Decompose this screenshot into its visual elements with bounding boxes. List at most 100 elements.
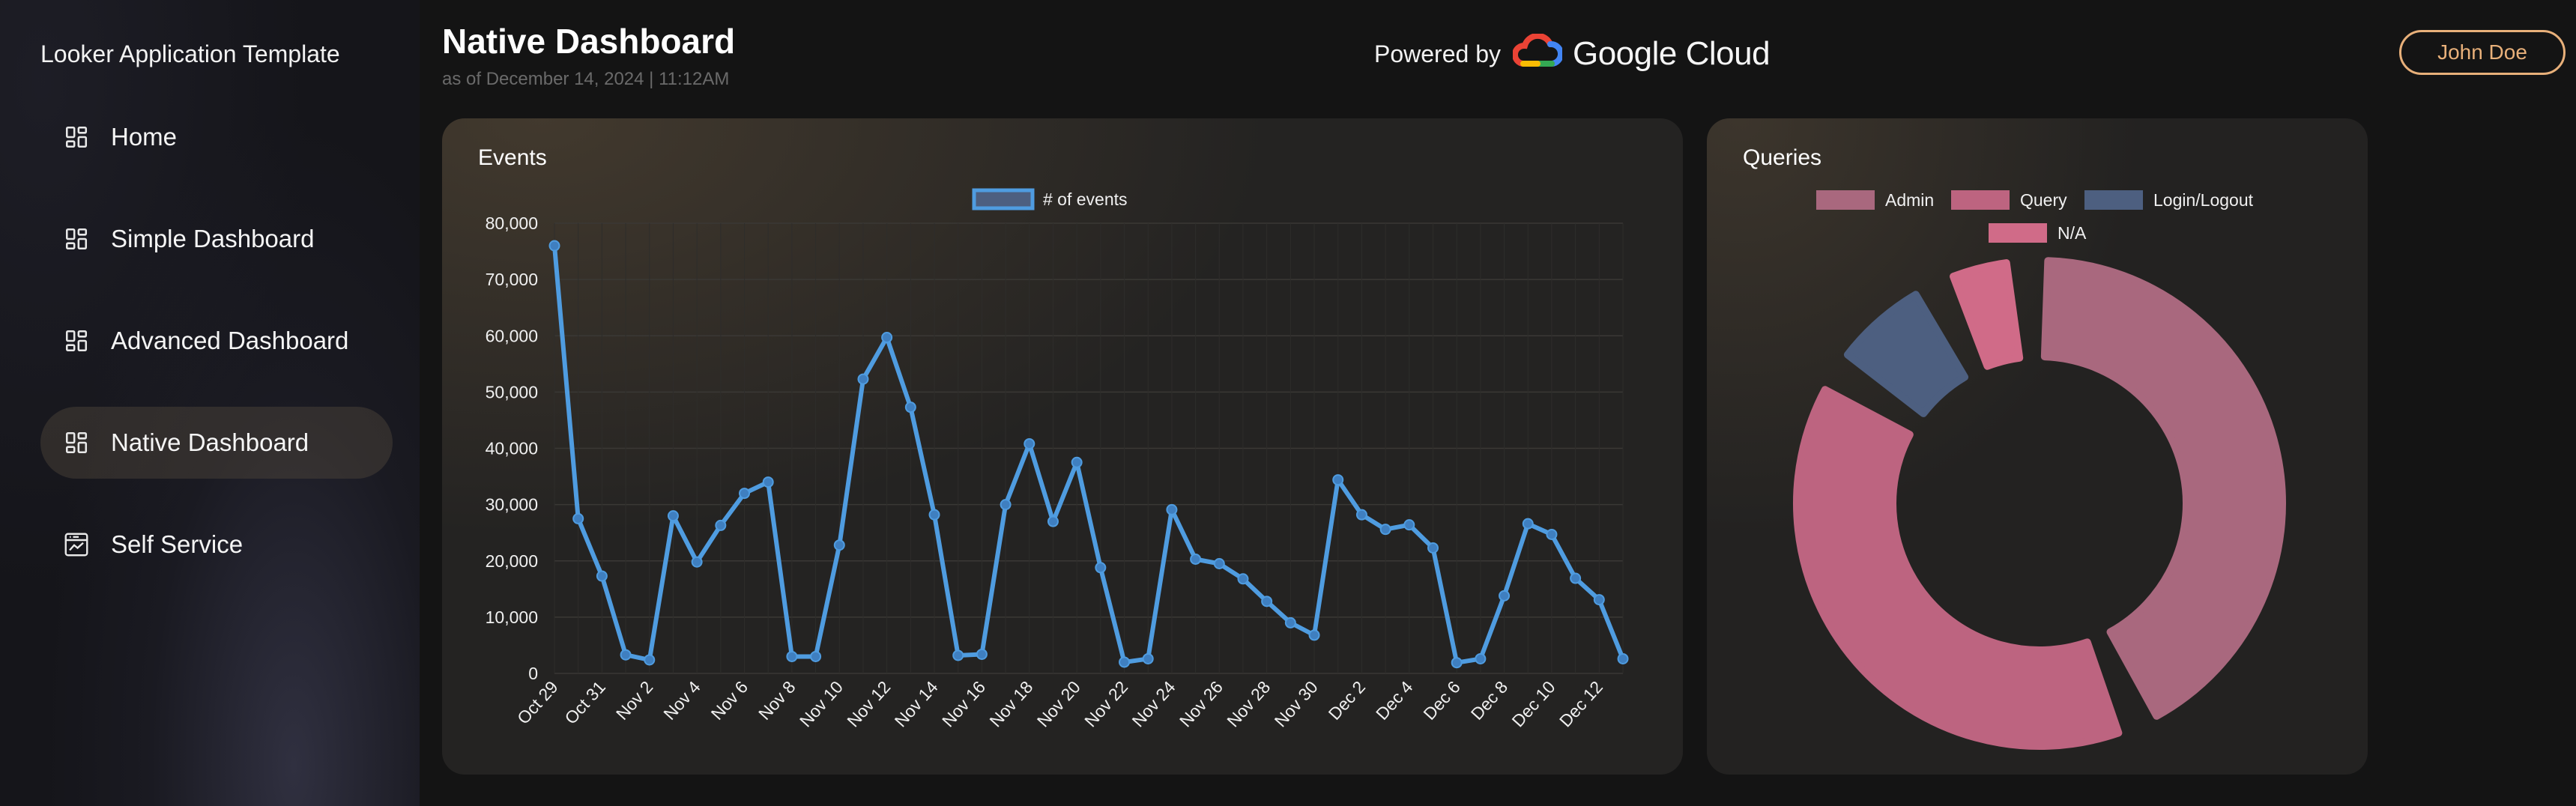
data-point: [1475, 652, 1487, 664]
data-point: [1142, 652, 1154, 664]
data-point: [1095, 562, 1107, 574]
x-tick-label: Nov 2: [612, 677, 657, 724]
x-tick-label: Nov 26: [1176, 677, 1227, 731]
sidebar: Looker Application Template Home Simple …: [0, 0, 420, 806]
y-tick-label: 80,000: [486, 213, 538, 233]
x-tick-label: Dec 8: [1467, 677, 1512, 724]
x-tick-label: Oct 31: [560, 677, 609, 728]
donut-slice-admin: [2040, 257, 2286, 720]
legend-swatch: [2084, 190, 2143, 210]
data-point: [1000, 499, 1012, 511]
legend-swatch: [1816, 190, 1875, 210]
series-line: [552, 245, 1625, 665]
x-tick-label: Nov 18: [985, 677, 1036, 731]
data-point: [1427, 542, 1439, 554]
x-tick-label: Nov 24: [1128, 677, 1179, 731]
events-line-chart: # of events 0 10,000 20,000 30,000 40,000 50,0…: [486, 188, 1629, 731]
analytics-icon: [63, 531, 90, 558]
sidebar-item-native-dashboard[interactable]: Native Dashboard: [40, 407, 393, 479]
queries-card-title: Queries: [1743, 145, 1822, 170]
powered-by: Powered by Google Cloud: [1374, 32, 1771, 75]
data-point: [1284, 616, 1296, 628]
sidebar-item-label: Native Dashboard: [111, 428, 309, 456]
sidebar-item-home[interactable]: Home: [40, 101, 393, 173]
data-point: [1024, 437, 1035, 449]
data-point: [976, 648, 988, 660]
donut-slice-login-logout: [1843, 291, 1969, 417]
sidebar-item-label: Simple Dashboard: [111, 225, 315, 252]
dashboard-icon: [63, 124, 90, 151]
data-point: [691, 556, 703, 568]
x-tick-label: Nov 20: [1033, 677, 1084, 731]
queries-legend: Admin Query Login/Logout N/A: [1816, 190, 2254, 243]
x-tick-label: Nov 8: [755, 677, 799, 724]
page-subtitle: as of December 14, 2024 | 11:12AM: [442, 69, 730, 89]
x-tick-label: Nov 22: [1080, 677, 1131, 731]
sidebar-item-simple-dashboard[interactable]: Simple Dashboard: [40, 203, 393, 275]
x-tick-label: Nov 28: [1223, 677, 1274, 731]
legend-swatch: [1989, 223, 2047, 243]
data-point: [833, 539, 845, 551]
events-card-title: Events: [478, 145, 547, 170]
legend-label: Login/Logout: [2153, 190, 2254, 210]
y-tick-label: 70,000: [486, 270, 538, 289]
data-point: [1593, 594, 1605, 606]
sidebar-item-advanced-dashboard[interactable]: Advanced Dashboard: [40, 305, 393, 377]
donut-slice-query: [1793, 386, 2123, 750]
x-tick-label: Nov 12: [843, 677, 894, 731]
sidebar-item-self-service[interactable]: Self Service: [40, 509, 393, 581]
data-point: [1119, 656, 1131, 668]
dashboard-icon: [63, 225, 90, 252]
sidebar-item-label: Self Service: [111, 530, 244, 558]
data-point: [904, 402, 916, 413]
data-point: [952, 649, 964, 661]
legend-label: Query: [2020, 190, 2067, 210]
data-point: [644, 654, 656, 666]
data-point: [1355, 509, 1367, 521]
data-point: [1166, 503, 1178, 515]
x-tick-label: Dec 12: [1555, 677, 1606, 731]
x-tick-label: Dec 4: [1372, 677, 1417, 724]
y-tick-label: 50,000: [486, 382, 538, 402]
sidebar-item-label: Advanced Dashboard: [111, 327, 349, 354]
data-point: [1047, 515, 1059, 527]
x-tick-label: Oct 29: [513, 677, 562, 728]
events-legend: # of events: [972, 188, 1128, 210]
legend-label: # of events: [1043, 190, 1128, 209]
powered-by-label: Powered by: [1374, 40, 1501, 67]
dashboard-icon: [63, 327, 90, 354]
data-point: [881, 332, 893, 344]
data-point: [1213, 558, 1225, 570]
google-cloud-wordmark: Google Cloud: [1572, 35, 1771, 72]
data-point: [667, 510, 679, 522]
x-tick-label: Dec 10: [1508, 677, 1559, 731]
data-point: [1308, 629, 1320, 641]
data-point: [1071, 456, 1083, 468]
dashboard-icon: [63, 429, 90, 456]
data-point: [620, 649, 632, 661]
y-tick-label: 10,000: [486, 607, 538, 627]
data-point: [1499, 590, 1511, 602]
user-menu-button[interactable]: John Doe: [2399, 30, 2566, 75]
data-point: [715, 519, 727, 531]
x-tick-label: Dec 6: [1419, 677, 1464, 724]
data-point: [1403, 519, 1415, 531]
donut-slice-n-a: [1950, 259, 2024, 370]
data-point: [1546, 528, 1558, 540]
y-tick-label: 60,000: [486, 326, 538, 345]
data-point: [739, 488, 751, 500]
page-title: Native Dashboard: [442, 22, 736, 61]
queries-card: Queries Admin Query Login/Logout N/A: [1707, 118, 2368, 775]
events-card: Events # of events 0 10,000 20,000 30,000 40,…: [442, 118, 1683, 775]
y-tick-label: 40,000: [486, 439, 538, 458]
data-point: [1190, 553, 1202, 565]
data-point: [1522, 518, 1534, 530]
y-tick-label: 20,000: [486, 551, 538, 571]
data-point: [1261, 596, 1273, 607]
data-point: [1379, 524, 1391, 536]
data-point: [810, 650, 822, 662]
google-cloud-logo-icon: [1511, 32, 1564, 75]
app-title: Looker Application Template: [40, 40, 340, 67]
data-point: [548, 240, 560, 252]
y-tick-label: 0: [528, 664, 538, 683]
